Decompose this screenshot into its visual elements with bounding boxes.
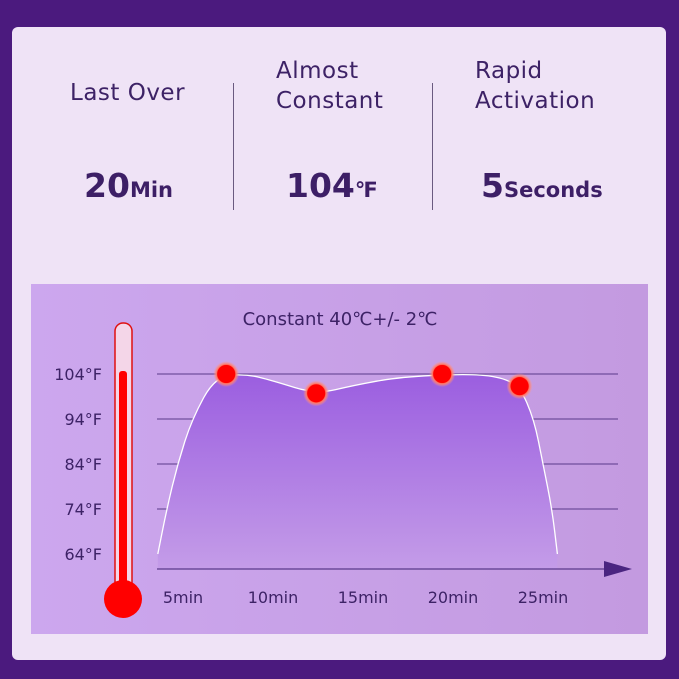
data-point [307, 384, 326, 403]
chart-title: Constant 40℃+/- 2℃ [243, 309, 438, 330]
stat-value: 20Min [84, 166, 173, 205]
x-tick-label: 10min [248, 588, 299, 607]
temperature-line [157, 374, 559, 555]
stat-value: 104℉ [286, 166, 378, 205]
x-tick-label: 20min [428, 588, 479, 607]
data-point [217, 365, 236, 383]
stat-label: Rapid Activation [475, 58, 596, 114]
data-point [433, 365, 452, 383]
y-tick-label: 104°F [54, 365, 102, 384]
x-tick-label: 25min [518, 588, 569, 607]
y-tick-label: 84°F [64, 455, 102, 474]
data-point [510, 377, 529, 396]
y-tick-label: 94°F [64, 410, 102, 429]
y-tick-label: 74°F [64, 500, 102, 519]
arrow-icon [604, 561, 632, 577]
stat-label: Last Over [70, 80, 186, 106]
x-tick-label: 5min [163, 588, 203, 607]
x-axis [157, 561, 632, 577]
stat-activation: Rapid Activation 5Seconds [475, 56, 615, 205]
stat-label: Almost Constant [276, 58, 384, 114]
divider [233, 83, 234, 210]
stat-temperature: Almost Constant 104℉ [276, 56, 406, 205]
thermometer-icon [104, 322, 142, 618]
stat-value: 5Seconds [481, 166, 603, 205]
y-tick-label: 64°F [64, 545, 102, 564]
x-tick-label: 15min [338, 588, 389, 607]
divider [432, 83, 433, 210]
area-fill [157, 374, 558, 569]
stat-duration: Last Over 20Min [70, 56, 270, 205]
